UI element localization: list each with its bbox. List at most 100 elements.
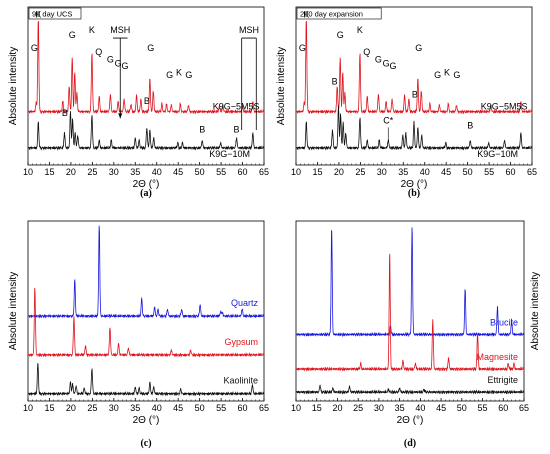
x-tick-label-b-0: 10 <box>291 167 301 177</box>
annotation-a-18: K9G−5M5S <box>213 101 260 111</box>
annotation-a-14: B <box>62 108 68 118</box>
x-tick-label-b-4: 30 <box>377 167 387 177</box>
plot-frame-c <box>27 220 265 402</box>
x-tick-label-d-3: 25 <box>353 403 363 413</box>
x-tick-label-a-0: 10 <box>23 167 33 177</box>
annotation-a-3: K <box>89 25 95 35</box>
x-tick-label-c-4: 30 <box>109 403 119 413</box>
x-tick-label-d-8: 50 <box>457 403 467 413</box>
x-tick-label-a-8: 50 <box>195 167 205 177</box>
series-line-d-1 <box>295 253 525 372</box>
annotation-a-1: G <box>31 43 38 53</box>
x-tick-label-c-1: 15 <box>44 403 54 413</box>
series-label-c-0: Quartz <box>231 298 259 308</box>
annotation-b-3: K <box>357 25 363 35</box>
annotation-b-7: G <box>389 61 396 71</box>
msh-arrow-1 <box>118 113 123 119</box>
annotation-b-5: G <box>375 55 382 65</box>
series-line-a-0 <box>27 21 265 115</box>
series-line-c-1 <box>27 287 265 358</box>
annotation-b-17: K9G−10M <box>477 149 518 159</box>
y-axis-label-d: Absolute intensity <box>530 272 541 350</box>
annotation-a-7: G <box>107 55 114 65</box>
series-label-d-0: Brucite <box>490 318 518 328</box>
x-tick-label-c-9: 55 <box>216 403 226 413</box>
x-tick-label-a-9: 55 <box>216 167 226 177</box>
x-tick-label-a-1: 15 <box>44 167 54 177</box>
series-label-d-2: Ettrigite <box>487 375 518 385</box>
annotation-b-12: B <box>332 77 338 87</box>
annotation-b-9: G <box>434 70 441 80</box>
x-tick-label-d-0: 10 <box>291 403 301 413</box>
annotation-a-6: Q <box>95 47 102 57</box>
x-tick-label-d-5: 35 <box>395 403 405 413</box>
x-tick-label-d-6: 40 <box>415 403 425 413</box>
annotation-a-17: B <box>234 125 240 135</box>
x-tick-label-c-0: 10 <box>23 403 33 413</box>
x-tick-label-a-11: 65 <box>259 167 269 177</box>
x-tick-label-b-9: 55 <box>484 167 494 177</box>
x-tick-label-a-2: 20 <box>66 167 76 177</box>
annotation-b-16: K9G−5M5S <box>481 101 528 111</box>
series-label-c-2: Kaolinite <box>223 376 258 386</box>
plot-frame-b <box>295 6 533 166</box>
annotation-a-15: B <box>144 96 150 106</box>
series-line-a-1 <box>27 111 265 151</box>
x-tick-label-b-10: 60 <box>506 167 516 177</box>
x-tick-label-d-10: 60 <box>498 403 508 413</box>
condition-label-box-b <box>296 7 382 20</box>
annotation-a-16: B <box>199 125 205 135</box>
x-tick-label-d-9: 55 <box>478 403 488 413</box>
annotation-a-12: K <box>176 68 182 78</box>
condition-label-b: 200 day expansion <box>300 10 363 19</box>
series-label-c-1: Gypsum <box>224 337 258 347</box>
annotation-a-2: G <box>69 30 76 40</box>
annotation-a-13: G <box>185 70 192 80</box>
annotation-a-19: K9G−10M <box>209 149 250 159</box>
y-axis-label-c: Absolute intensity <box>8 272 19 350</box>
annotation-b-4: Q <box>363 47 370 57</box>
x-tick-label-b-11: 65 <box>527 167 537 177</box>
annotation-b-11: G <box>453 70 460 80</box>
x-tick-label-c-5: 35 <box>130 403 140 413</box>
x-tick-label-d-2: 20 <box>332 403 342 413</box>
x-tick-label-b-8: 50 <box>463 167 473 177</box>
x-tick-label-b-3: 25 <box>355 167 365 177</box>
x-tick-label-c-10: 60 <box>238 403 248 413</box>
x-tick-label-b-6: 40 <box>420 167 430 177</box>
annotation-a-9: G <box>121 61 128 71</box>
x-tick-label-b-5: 35 <box>398 167 408 177</box>
x-axis-label-d: 2Θ (°) <box>397 415 424 426</box>
annotation-a-0: K <box>35 9 41 19</box>
x-axis-label-c: 2Θ (°) <box>133 415 160 426</box>
annotation-b-13: C* <box>383 116 393 126</box>
annotation-a-5: MSH <box>239 25 259 35</box>
x-tick-label-a-3: 25 <box>87 167 97 177</box>
x-tick-label-c-7: 45 <box>173 403 183 413</box>
panel-label-d: (d) <box>404 438 416 449</box>
x-tick-label-d-1: 15 <box>312 403 322 413</box>
series-line-b-1 <box>295 105 533 151</box>
condition-label-a: 90 day UCS <box>32 10 72 19</box>
annotation-b-8: G <box>415 43 422 53</box>
x-tick-label-a-5: 35 <box>130 167 140 177</box>
plot-frame-a <box>27 6 265 166</box>
annotation-b-0: K <box>303 9 309 19</box>
annotation-b-10: K <box>444 68 450 78</box>
x-tick-label-a-4: 30 <box>109 167 119 177</box>
annotation-b-6: G <box>383 59 390 69</box>
panel-label-a: (a) <box>140 188 152 199</box>
x-tick-label-b-7: 45 <box>441 167 451 177</box>
x-tick-label-c-11: 65 <box>259 403 269 413</box>
panel-label-b: (b) <box>408 188 420 199</box>
y-axis-label-b: Absolute intensity <box>276 47 287 125</box>
x-tick-label-c-8: 50 <box>195 403 205 413</box>
annotation-a-8: G <box>115 59 122 69</box>
x-tick-label-c-2: 20 <box>66 403 76 413</box>
series-label-d-1: Magnesite <box>476 352 518 362</box>
x-tick-label-b-2: 20 <box>334 167 344 177</box>
annotation-b-15: B <box>467 121 473 131</box>
x-tick-label-d-11: 65 <box>519 403 529 413</box>
annotation-b-14: B <box>412 90 418 100</box>
